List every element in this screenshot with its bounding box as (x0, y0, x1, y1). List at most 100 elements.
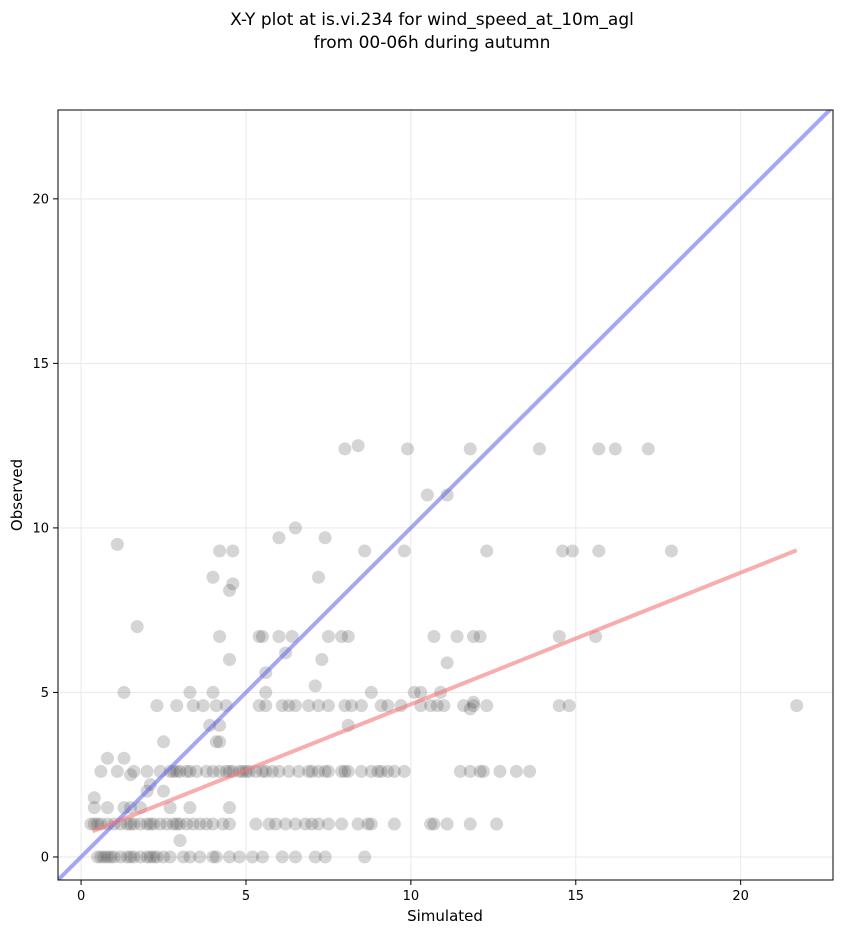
scatter-point (193, 850, 207, 864)
scatter-point (87, 801, 101, 815)
scatter-point (110, 537, 124, 551)
scatter-point (120, 850, 134, 864)
scatter-point (166, 817, 180, 831)
scatter-point (206, 817, 220, 831)
scatter-point (124, 850, 138, 864)
scatter-point (190, 764, 204, 778)
scatter-point (255, 850, 269, 864)
scatter-point (397, 764, 411, 778)
scatter-point (312, 764, 326, 778)
scatter-point (335, 764, 349, 778)
scatter-point (387, 764, 401, 778)
scatter-point (641, 442, 655, 456)
scatter-point (100, 850, 114, 864)
scatter-point (473, 629, 487, 643)
scatter-point (183, 801, 197, 815)
scatter-point (196, 699, 210, 713)
scatter-point (203, 718, 217, 732)
x-axis-ticks: 0 5 10 15 20 (77, 880, 749, 904)
y-tick-label: 5 (41, 686, 49, 701)
scatter-point (170, 817, 184, 831)
scatter-point (387, 817, 401, 831)
scatter-point (173, 834, 187, 848)
scatter-point (183, 850, 197, 864)
scatter-point (252, 699, 266, 713)
scatter-point (186, 699, 200, 713)
scatter-point (288, 817, 302, 831)
scatter-point (186, 817, 200, 831)
scatter-point (476, 764, 490, 778)
scatter-point (312, 817, 326, 831)
scatter-point (457, 699, 471, 713)
scatter-point (133, 850, 147, 864)
scatter-point (127, 817, 141, 831)
scatter-point (213, 764, 227, 778)
scatter-point (275, 850, 289, 864)
scatter-point (364, 817, 378, 831)
x-tick-label: 5 (242, 889, 250, 904)
y-axis-ticks: 0 5 10 15 20 (32, 192, 58, 865)
scatter-point (397, 544, 411, 558)
scatter-point (226, 544, 240, 558)
scatter-point (176, 850, 190, 864)
scatter-point (358, 850, 372, 864)
scatter-point (463, 702, 477, 716)
scatter-point (100, 751, 114, 765)
scatter-point (318, 850, 332, 864)
scatter-point (117, 685, 131, 699)
scatter-point (249, 817, 263, 831)
scatter-point (222, 801, 236, 815)
identity-line (58, 110, 833, 880)
x-tick-label: 10 (403, 889, 420, 904)
scatter-point (282, 764, 296, 778)
scatter-point (97, 850, 111, 864)
scatter-point (183, 764, 197, 778)
scatter-point (173, 764, 187, 778)
scatter-point (302, 699, 316, 713)
scatter-point (424, 699, 438, 713)
y-tick-label: 0 (41, 850, 49, 865)
scatter-point (285, 629, 299, 643)
scatter-point (209, 735, 223, 749)
scatter-point (117, 751, 131, 765)
scatter-point (130, 620, 144, 634)
scatter-point (262, 817, 276, 831)
scatter-point (94, 850, 108, 864)
scatter-point (374, 764, 388, 778)
scatter-point (401, 442, 415, 456)
scatter-point (140, 850, 154, 864)
scatter-point (480, 544, 494, 558)
scatter-point (255, 764, 269, 778)
scatter-point (335, 629, 349, 643)
scatter-point (163, 801, 177, 815)
scatter-point (124, 768, 138, 782)
scatter-point (127, 764, 141, 778)
scatter-point (308, 850, 322, 864)
scatter-point (91, 850, 105, 864)
scatter-point (206, 570, 220, 584)
scatter-point (318, 764, 332, 778)
scatter-point (312, 699, 326, 713)
scatter-point (592, 442, 606, 456)
scatter-point (351, 817, 365, 831)
scatter-point (523, 764, 537, 778)
reference-lines (58, 110, 833, 880)
scatter-point (107, 850, 121, 864)
scatter-point (414, 685, 428, 699)
scatter-point (490, 817, 504, 831)
scatter-point (664, 544, 678, 558)
scatter-point (364, 764, 378, 778)
x-tick-label: 0 (77, 889, 85, 904)
scatter-point (305, 817, 319, 831)
scatter-point (183, 685, 197, 699)
scatter-point (180, 817, 194, 831)
scatter-point (450, 629, 464, 643)
scatter-point (206, 764, 220, 778)
scatter-point (206, 685, 220, 699)
scatter-point (140, 764, 154, 778)
scatter-point (308, 679, 322, 693)
scatter-point (315, 653, 329, 667)
scatter-point (532, 442, 546, 456)
scatter-point (440, 656, 454, 670)
